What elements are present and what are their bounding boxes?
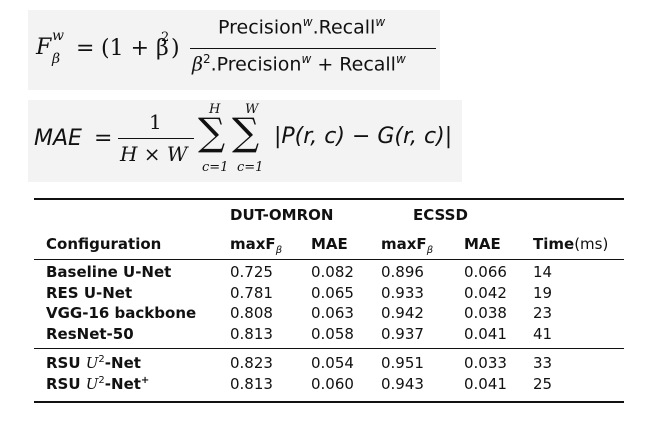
denominator-recall: + Recall	[311, 53, 396, 76]
table-cell-d-mae: 0.058	[311, 324, 354, 343]
precision-text: Precision	[218, 16, 303, 39]
table-cell-time: 25	[533, 374, 553, 393]
table-cell-d-mae: 0.082	[311, 263, 354, 281]
sum2-upper: W	[245, 102, 259, 117]
column-header-ecssd-maxf: maxFβ	[381, 235, 433, 256]
maxf-label: maxF	[230, 235, 276, 253]
table-cell-time: 41	[533, 324, 553, 343]
table-cell-d-maxf: 0.781	[230, 283, 273, 302]
denominator-precision: .Precision	[210, 53, 302, 76]
u-symbol: U	[85, 354, 99, 372]
table-cell-d-maxf: 0.725	[230, 263, 273, 281]
table-cell-d-mae: 0.054	[311, 354, 354, 372]
row-config-label-rsu: RSU U2-Net+	[46, 375, 149, 393]
group-header-dut-omron: DUT-OMRON	[230, 206, 334, 224]
numerator-sup-2: w	[375, 15, 386, 29]
sum2-lower: c=1	[237, 160, 264, 175]
sum1-lower: c=1	[202, 160, 229, 175]
time-label: Time	[533, 235, 575, 253]
maxf-subscript: β	[275, 245, 283, 256]
table-cell-d-maxf: 0.813	[230, 374, 273, 393]
u-superscript: 2	[98, 374, 105, 386]
mae-symbol: MAE	[34, 126, 82, 151]
recall-text: .Recall	[312, 16, 376, 39]
table-cell-time: 23	[533, 304, 553, 322]
mae-body: |P(r, c) − G(r, c)|	[274, 124, 453, 149]
table-bottom-rule	[34, 401, 624, 403]
mae-fraction-bar	[118, 138, 194, 140]
table-cell-d-maxf: 0.813	[230, 324, 273, 343]
denominator-sup-1: w	[301, 52, 312, 66]
factor-superscript: 2	[161, 30, 170, 45]
equals-sign: =	[76, 36, 95, 61]
rsu-prefix: RSU	[46, 354, 86, 372]
sum1-upper: H	[209, 102, 221, 117]
factor-open: (1 + β	[101, 36, 169, 61]
f-symbol: F	[36, 35, 52, 60]
header-rule	[34, 259, 624, 260]
row-config-label: VGG-16 backbone	[46, 304, 197, 322]
f-beta-formula: F w β = (1 + β 2 ) Precisionw.Recallw β2…	[28, 10, 440, 90]
table-cell-e-maxf: 0.943	[381, 374, 424, 393]
sum2-sigma-icon: ∑	[232, 110, 260, 154]
column-header-dut-mae: MAE	[311, 235, 348, 253]
table-cell-e-mae: 0.041	[464, 324, 507, 343]
table-cell-e-maxf: 0.951	[381, 354, 424, 372]
ablation-table: DUT-OMRON ECSSD Configuration maxFβ MAE …	[34, 197, 626, 407]
f-superscript: w	[52, 28, 64, 44]
mae-equals: =	[94, 126, 113, 151]
denominator-beta: β	[192, 53, 203, 76]
f-subscript: β	[52, 51, 61, 67]
table-cell-d-maxf: 0.808	[230, 304, 273, 322]
mae-frac-denominator: H × W	[120, 142, 188, 166]
maxf-subscript: β	[426, 245, 434, 256]
table-cell-d-mae: 0.063	[311, 304, 354, 322]
denominator-beta-sup: 2	[202, 52, 211, 66]
table-cell-e-mae: 0.066	[464, 263, 507, 281]
table-cell-e-maxf: 0.942	[381, 304, 424, 322]
net-suffix: -Net	[104, 354, 141, 372]
net-suffix: -Net	[104, 374, 141, 393]
sum1-sigma-icon: ∑	[198, 110, 226, 154]
u-superscript: 2	[98, 354, 105, 365]
table-top-rule	[34, 198, 624, 200]
group-separator-rule	[34, 348, 624, 349]
fraction-numerator: Precisionw.Recallw	[218, 15, 385, 38]
column-header-configuration: Configuration	[46, 235, 162, 253]
maxf-label: maxF	[381, 235, 427, 253]
row-config-label: Baseline U-Net	[46, 263, 172, 281]
table-cell-e-maxf: 0.937	[381, 324, 424, 343]
table-cell-e-mae: 0.033	[464, 354, 507, 372]
column-header-dut-maxf: maxFβ	[230, 235, 282, 256]
table-cell-e-maxf: 0.896	[381, 263, 424, 281]
table-cell-time: 33	[533, 354, 553, 372]
time-unit: (ms)	[574, 235, 609, 253]
group-header-ecssd: ECSSD	[413, 206, 468, 224]
table-cell-e-mae: 0.041	[464, 374, 507, 393]
table-cell-d-maxf: 0.823	[230, 354, 273, 372]
rsu-prefix: RSU	[46, 374, 86, 393]
mae-frac-numerator: 1	[149, 110, 162, 134]
table-cell-d-mae: 0.065	[311, 283, 354, 302]
fraction-denominator: β2.Precisionw + Recallw	[192, 52, 406, 75]
row-config-label: RES U-Net	[46, 283, 133, 302]
table-cell-time: 14	[533, 263, 553, 281]
table-cell-e-mae: 0.038	[464, 304, 507, 322]
column-header-time: Time(ms)	[533, 235, 608, 253]
row-config-label: ResNet-50	[46, 324, 134, 343]
plus-superscript: +	[140, 374, 150, 386]
row-config-label-rsu: RSU U2-Net	[46, 354, 141, 372]
factor-close: )	[171, 36, 180, 61]
numerator-sup-1: w	[302, 15, 313, 29]
column-header-ecssd-mae: MAE	[464, 235, 501, 253]
table-cell-time: 19	[533, 283, 553, 302]
table-cell-e-maxf: 0.933	[381, 283, 424, 302]
table-cell-d-mae: 0.060	[311, 374, 354, 393]
fraction-bar	[190, 48, 436, 50]
table-cell-e-mae: 0.042	[464, 283, 507, 302]
u-symbol: U	[85, 374, 99, 393]
mae-formula: MAE = 1 H × W H ∑ c=1 W ∑ c=1 |P(r, c) −…	[28, 100, 462, 182]
denominator-sup-2: w	[395, 52, 406, 66]
